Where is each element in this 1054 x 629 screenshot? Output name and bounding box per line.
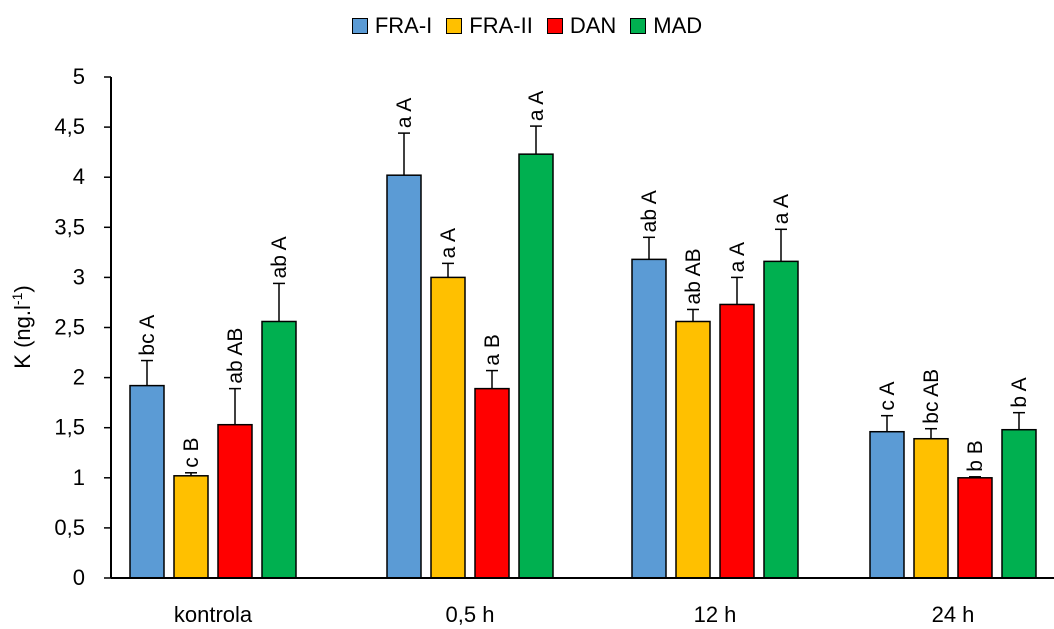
y-tick-label: 2,5	[54, 315, 85, 340]
legend-swatch-fra-ii	[446, 18, 463, 34]
y-tick-label: 3,5	[54, 214, 85, 239]
data-label: b A	[1008, 377, 1031, 407]
data-label: a A	[437, 228, 460, 258]
y-tick-label: 4	[73, 164, 85, 189]
y-axis-title-superscript: -1	[9, 292, 25, 305]
bar	[869, 430, 905, 579]
data-label: bc A	[136, 315, 159, 356]
legend-label-fra-ii: FRA-II	[469, 13, 533, 38]
legend-label-mad: MAD	[653, 13, 703, 38]
data-label: ab A	[268, 236, 291, 278]
bar	[675, 320, 711, 579]
data-label: a B	[481, 334, 504, 366]
bars: bc A c B ab AB ab A a A a A a B a A ab A ab AB a A…	[129, 91, 1037, 579]
bar	[474, 387, 510, 579]
bar	[631, 258, 667, 579]
data-label: a A	[525, 91, 548, 121]
x-tick-label: kontrola	[174, 602, 253, 627]
y-tick-label: 1	[73, 465, 85, 490]
y-tick-label: 0	[73, 565, 85, 590]
legend-item-fra-i: FRA-I	[351, 13, 433, 38]
y-axis-title-close: )	[10, 285, 35, 292]
legend-label-fra-i: FRA-I	[374, 13, 433, 38]
data-label: ab AB	[224, 328, 247, 384]
bar	[763, 260, 799, 579]
legend: FRA-I FRA-II DAN MAD	[0, 11, 1054, 41]
y-axis-title-main: K (ng.l	[10, 305, 35, 369]
data-label: b B	[964, 440, 987, 472]
data-label: a A	[393, 98, 416, 128]
bar	[386, 174, 422, 579]
data-label: ab AB	[682, 248, 705, 304]
legend-item-fra-ii: FRA-II	[446, 15, 533, 37]
x-tick-label: 24 h	[932, 602, 975, 627]
bar	[261, 320, 297, 579]
data-label: a A	[770, 194, 793, 224]
bar	[430, 276, 466, 579]
legend-item-dan: DAN	[546, 13, 617, 38]
y-tick-label: 3	[73, 264, 85, 289]
bar	[173, 475, 209, 579]
bar	[518, 153, 554, 579]
legend-swatch-dan	[546, 18, 563, 34]
data-label: bc AB	[920, 369, 943, 424]
y-tick-label: 5	[73, 64, 85, 89]
x-tick-label: 12 h	[694, 602, 737, 627]
data-label: ab A	[638, 190, 661, 232]
legend-label-dan: DAN	[569, 13, 617, 38]
x-axis-labels: kontrola 0,5 h 12 h 24 h	[174, 602, 975, 627]
data-label: a A	[726, 242, 749, 272]
data-label: c B	[180, 437, 203, 467]
bar	[217, 423, 253, 579]
bar	[129, 384, 165, 579]
y-tick-label: 4,5	[54, 114, 85, 139]
bar	[1001, 428, 1037, 579]
y-tick-label: 1,5	[54, 415, 85, 440]
bar	[719, 303, 755, 579]
data-label: c A	[876, 381, 899, 410]
bar	[913, 437, 949, 579]
y-tick-label: 0,5	[54, 515, 85, 540]
y-axis-ticks: 0 0,5 1 1,5 2 2,5 3 3,5 4 4,5 5	[54, 64, 111, 590]
legend-swatch-mad	[630, 18, 647, 34]
x-tick-label: 0,5 h	[446, 602, 495, 627]
bar	[957, 477, 993, 579]
legend-item-mad: MAD	[630, 15, 702, 37]
legend-swatch-fra-i	[351, 18, 368, 34]
y-axis-title: K (ng.l-1)	[9, 285, 35, 368]
y-tick-label: 2	[73, 365, 85, 390]
